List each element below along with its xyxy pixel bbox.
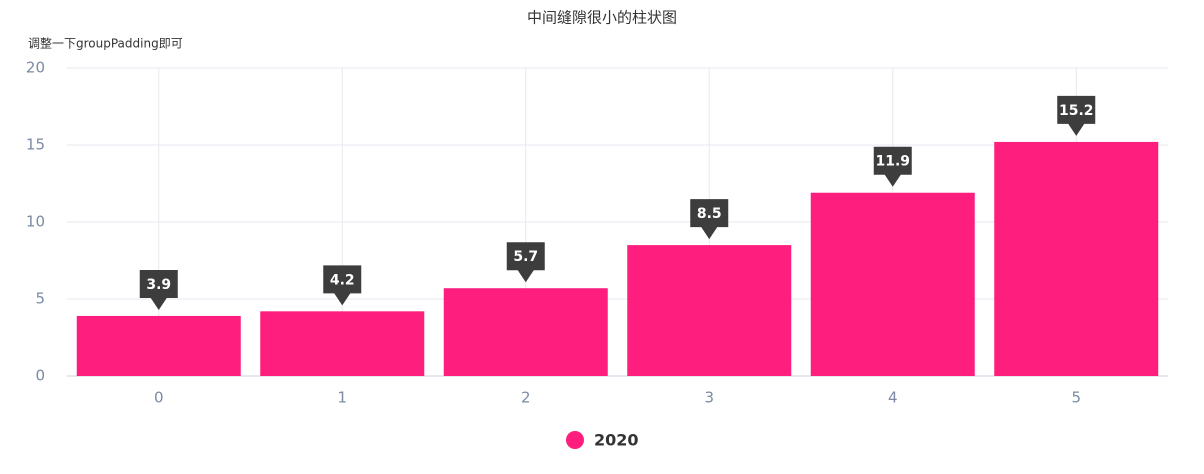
y-tick-label: 0 xyxy=(35,367,45,385)
value-label: 5.7 xyxy=(513,249,538,265)
x-tick-label: 0 xyxy=(154,389,164,407)
value-label-box xyxy=(1057,95,1096,136)
value-label: 4.2 xyxy=(330,272,355,288)
value-label-box xyxy=(323,265,362,306)
y-tick-label: 5 xyxy=(35,290,45,308)
y-tick-label: 10 xyxy=(26,213,45,231)
x-tick-label: 2 xyxy=(521,389,531,407)
value-label: 3.9 xyxy=(146,277,171,293)
value-label: 8.5 xyxy=(697,206,722,222)
value-label: 11.9 xyxy=(875,154,910,170)
y-tick-label: 20 xyxy=(26,59,45,77)
chart-subtitle: 调整一下groupPadding即可 xyxy=(28,36,183,51)
value-label-box xyxy=(506,242,545,283)
x-tick-label: 1 xyxy=(337,389,347,407)
value-label-box xyxy=(873,146,912,187)
bar xyxy=(443,288,608,376)
chart-title: 中间缝隙很小的柱状图 xyxy=(527,9,677,27)
y-tick-label: 15 xyxy=(26,136,45,154)
legend-marker xyxy=(566,431,584,449)
legend-label: 2020 xyxy=(594,431,639,450)
bar xyxy=(810,192,975,376)
value-label-box xyxy=(690,199,729,240)
x-tick-label: 4 xyxy=(888,389,898,407)
bar xyxy=(260,311,425,376)
x-tick-label: 5 xyxy=(1071,389,1081,407)
bar xyxy=(994,141,1159,376)
x-tick-label: 3 xyxy=(704,389,714,407)
bar xyxy=(76,315,241,376)
value-label-box xyxy=(139,269,178,310)
value-label: 15.2 xyxy=(1059,103,1094,119)
bar xyxy=(627,245,792,376)
